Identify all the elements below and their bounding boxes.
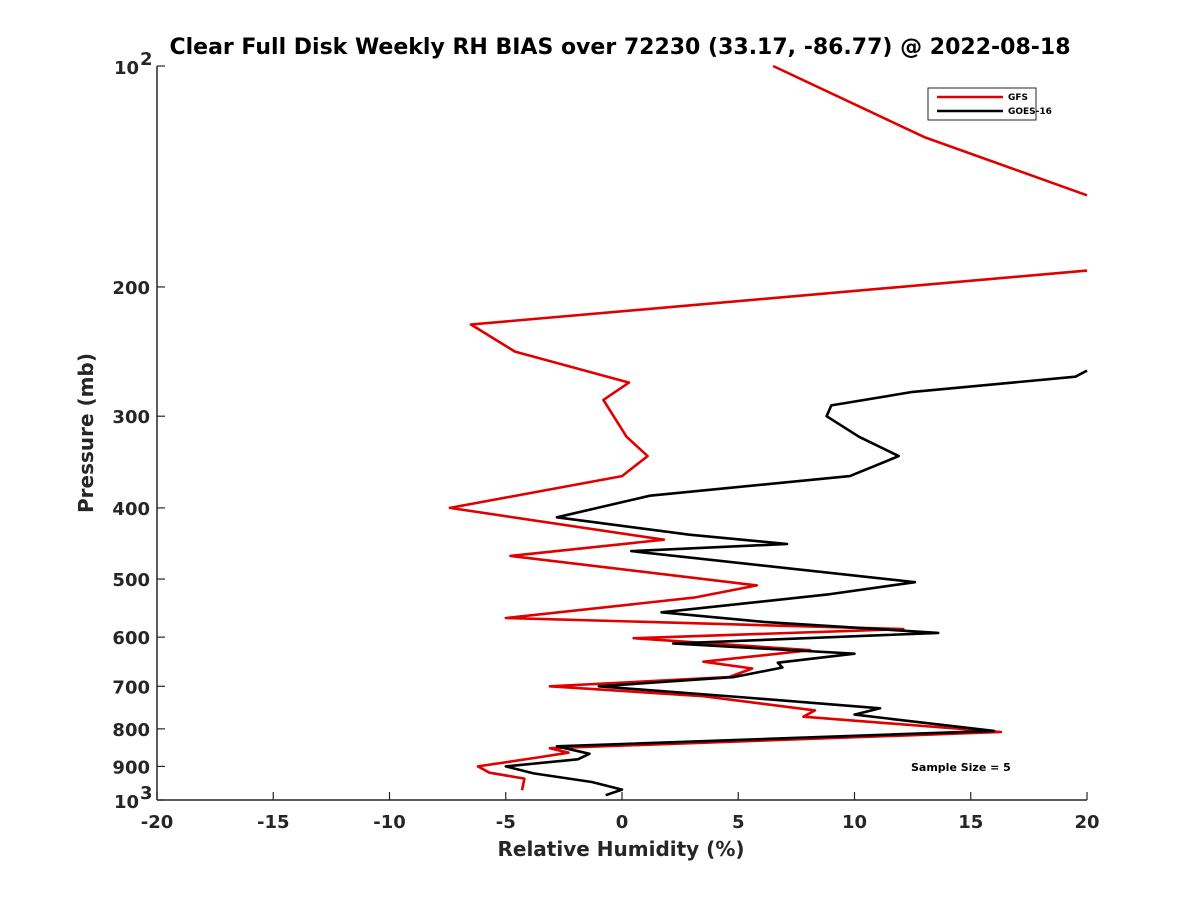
y-tick-label: 400 [112, 499, 150, 520]
legend-box [927, 87, 1037, 121]
x-tick-label: 15 [958, 812, 983, 833]
x-tick-label: -5 [496, 812, 516, 833]
y-tick-label: 10 [114, 58, 139, 79]
legend-items: GFS GOES-16 [937, 93, 1052, 117]
y-tick-label: 800 [112, 720, 150, 741]
legend: GFS GOES-16 [927, 87, 1052, 121]
series-layer [448, 64, 1088, 797]
series-line-gfs [448, 64, 1088, 791]
chart-title: Clear Full Disk Weekly RH BIAS over 7223… [169, 35, 1070, 60]
x-axis-ticks: -20 -15 -10 -5 0 5 10 15 20 [141, 792, 1100, 833]
x-tick-label: 10 [842, 812, 867, 833]
sample-size-annotation: Sample Size = 5 [911, 761, 1011, 774]
y-tick-label: 900 [112, 757, 150, 778]
x-tick-label: 0 [616, 812, 629, 833]
y-tick-label: 700 [112, 677, 150, 698]
y-tick-label: 200 [112, 278, 150, 299]
legend-label: GOES-16 [1008, 107, 1052, 117]
plot-area: -20 -15 -10 -5 0 5 10 15 20 10 220030040050060070… [112, 49, 1099, 833]
x-tick-label: -10 [373, 812, 406, 833]
y-tick-label: 10 [114, 792, 139, 813]
series-line-goes-16 [504, 369, 1088, 797]
x-tick-label: 5 [732, 812, 745, 833]
y-tick-exponent: 2 [140, 49, 153, 70]
x-tick-label: -15 [257, 812, 290, 833]
y-tick-label: 300 [112, 407, 150, 428]
y-tick-label: 500 [112, 570, 150, 591]
y-tick-exponent: 3 [140, 783, 153, 804]
y-tick-label: 600 [112, 628, 150, 649]
x-tick-label: 20 [1074, 812, 1099, 833]
legend-label: GFS [1008, 93, 1028, 103]
y-axis-label: Pressure (mb) [74, 353, 98, 513]
x-axis-label: Relative Humidity (%) [497, 837, 744, 861]
x-tick-label: -20 [141, 812, 174, 833]
